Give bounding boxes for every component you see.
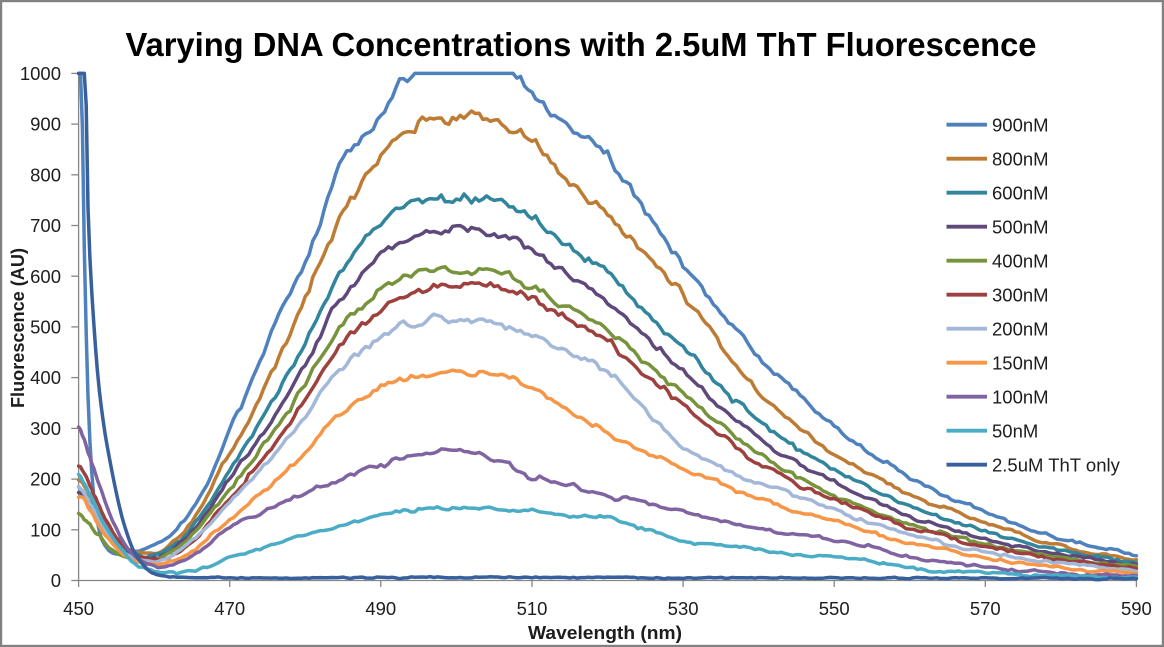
svg-text:900: 900 — [30, 114, 61, 135]
svg-text:600nM: 600nM — [992, 182, 1049, 203]
svg-text:500: 500 — [30, 317, 61, 338]
svg-text:50nM: 50nM — [992, 420, 1038, 441]
svg-text:900nM: 900nM — [992, 114, 1049, 135]
svg-text:0: 0 — [51, 570, 61, 591]
svg-text:550: 550 — [819, 598, 850, 619]
svg-text:300: 300 — [30, 418, 61, 439]
svg-text:500nM: 500nM — [992, 216, 1049, 237]
svg-text:300nM: 300nM — [992, 284, 1049, 305]
svg-text:700: 700 — [30, 215, 61, 236]
svg-text:800: 800 — [30, 164, 61, 185]
svg-text:200: 200 — [30, 469, 61, 490]
svg-text:100: 100 — [30, 519, 61, 540]
svg-text:150nM: 150nM — [992, 352, 1049, 373]
svg-text:2.5uM ThT only: 2.5uM ThT only — [992, 454, 1121, 475]
svg-text:200nM: 200nM — [992, 318, 1049, 339]
svg-text:450: 450 — [63, 598, 94, 619]
svg-text:590: 590 — [1121, 598, 1152, 619]
svg-text:Wavelength (nm): Wavelength (nm) — [528, 623, 682, 643]
svg-text:510: 510 — [517, 598, 548, 619]
svg-text:600: 600 — [30, 266, 61, 287]
svg-text:530: 530 — [668, 598, 699, 619]
svg-text:470: 470 — [214, 598, 245, 619]
svg-text:Fluorescence (AU): Fluorescence (AU) — [7, 248, 28, 408]
svg-text:570: 570 — [970, 598, 1001, 619]
svg-text:400: 400 — [30, 367, 61, 388]
svg-text:800nM: 800nM — [992, 148, 1049, 169]
svg-text:Varying DNA Concentrations wit: Varying DNA Concentrations with 2.5uM Th… — [126, 26, 1037, 63]
svg-text:400nM: 400nM — [992, 250, 1049, 271]
svg-text:490: 490 — [365, 598, 396, 619]
svg-text:1000: 1000 — [20, 63, 61, 84]
svg-text:100nM: 100nM — [992, 386, 1049, 407]
